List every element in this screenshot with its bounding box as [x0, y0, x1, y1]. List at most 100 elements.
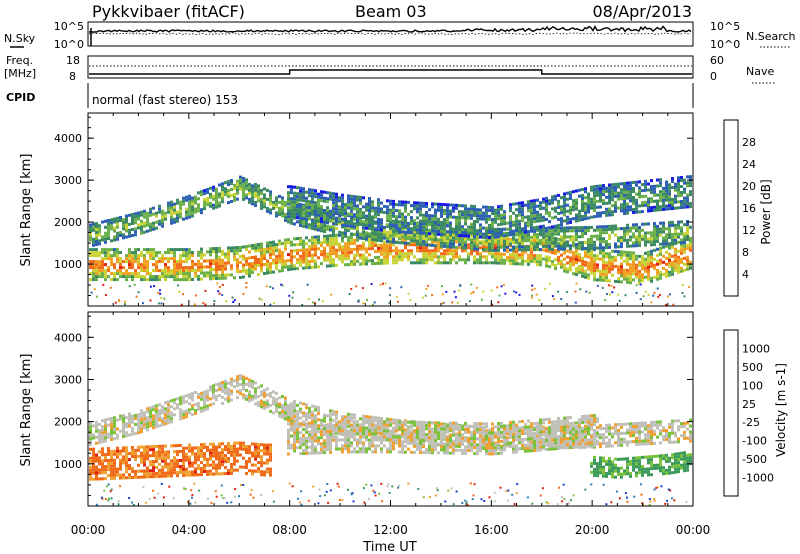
- heatmap-cell: [599, 214, 602, 218]
- heatmap-cell: [128, 272, 131, 276]
- heatmap-cell: [173, 459, 176, 463]
- heatmap-cell: [344, 263, 347, 267]
- heatmap-cell: [635, 291, 638, 294]
- heatmap-cell: [584, 214, 587, 218]
- heatmap-cell: [323, 246, 326, 250]
- heatmap-cell: [596, 199, 599, 203]
- heatmap-cell: [500, 207, 503, 211]
- heatmap-cell: [170, 420, 173, 424]
- heatmap-cell: [179, 269, 182, 273]
- heatmap-cell: [305, 263, 308, 267]
- heatmap-cell: [632, 181, 635, 184]
- heatmap-cell: [512, 223, 515, 227]
- heatmap-cell: [266, 268, 269, 272]
- heatmap-cell: [404, 200, 407, 204]
- heatmap-cell: [464, 228, 467, 232]
- heatmap-cell: [581, 229, 584, 233]
- heatmap-cell: [161, 209, 164, 213]
- heatmap-cell: [299, 206, 302, 209]
- heatmap-cell: [377, 198, 380, 202]
- heatmap-cell: [113, 220, 116, 224]
- heatmap-cell: [614, 224, 617, 228]
- heatmap-cell: [206, 197, 209, 200]
- heatmap-cell: [500, 204, 503, 208]
- heatmap-cell: [536, 198, 539, 202]
- heatmap-cell: [371, 262, 374, 266]
- heatmap-cell: [182, 455, 185, 459]
- heatmap-cell: [521, 242, 524, 246]
- heatmap-cell: [143, 260, 146, 264]
- heatmap-cell: [425, 222, 428, 226]
- heatmap-cell: [427, 284, 430, 287]
- heatmap-cell: [185, 266, 188, 270]
- heatmap-cell: [497, 248, 500, 252]
- heatmap-cell: [680, 220, 683, 224]
- heatmap-cell: [110, 438, 113, 441]
- heatmap-cell: [458, 225, 461, 229]
- heatmap-cell: [464, 246, 467, 250]
- heatmap-cell: [599, 257, 602, 261]
- heatmap-cell: [527, 218, 530, 222]
- heatmap-cell: [348, 293, 351, 295]
- heatmap-cell: [287, 202, 290, 206]
- heatmap-cell: [224, 261, 227, 265]
- heatmap-cell: [413, 207, 416, 211]
- heatmap-cell: [422, 243, 425, 247]
- heatmap-cell: [89, 459, 92, 463]
- heatmap-cell: [185, 278, 188, 282]
- heatmap-cell: [506, 231, 509, 235]
- heatmap-cell: [95, 234, 98, 237]
- heatmap-cell: [677, 185, 680, 189]
- heatmap-cell: [443, 240, 446, 244]
- heatmap-cell: [143, 457, 146, 461]
- heatmap-cell: [212, 247, 215, 251]
- heatmap-cell: [164, 474, 167, 478]
- heatmap-cell: [133, 283, 136, 286]
- heatmap-cell: [500, 258, 503, 262]
- heatmap-cell: [110, 476, 113, 480]
- heatmap-cell: [593, 254, 596, 258]
- colorbar-tick-label: 24: [742, 158, 756, 171]
- heatmap-cell: [269, 250, 272, 254]
- heatmap-cell: [422, 252, 425, 256]
- heatmap-cell: [167, 415, 170, 419]
- heatmap-cell: [254, 396, 257, 400]
- heatmap-cell: [185, 257, 188, 261]
- heatmap-cell: [191, 202, 194, 206]
- heatmap-cell: [629, 184, 632, 188]
- heatmap-cell: [515, 220, 518, 224]
- heatmap-cell: [290, 218, 293, 222]
- heatmap-cell: [125, 467, 128, 471]
- heatmap-cell: [347, 200, 350, 204]
- heatmap-cell: [581, 200, 584, 203]
- heatmap-cell: [443, 244, 446, 248]
- heatmap-cell: [122, 432, 125, 435]
- heatmap-cell: [401, 249, 404, 253]
- heatmap-cell: [296, 243, 299, 247]
- heatmap-cell: [458, 222, 461, 226]
- heatmap-cell: [233, 198, 236, 202]
- heatmap-cell: [656, 236, 659, 240]
- heatmap-cell: [167, 210, 170, 214]
- heatmap-cell: [482, 248, 485, 252]
- heatmap-cell: [215, 398, 218, 402]
- heatmap-cell: [422, 213, 425, 217]
- heatmap-cell: [599, 187, 602, 191]
- heatmap-cell: [629, 199, 632, 203]
- heatmap-cell: [197, 268, 200, 272]
- heatmap-cell: [629, 205, 632, 209]
- freq-traces: [89, 65, 692, 75]
- heatmap-cell: [533, 211, 536, 215]
- heatmap-cell: [230, 392, 233, 396]
- heatmap-cell: [107, 417, 110, 421]
- heatmap-cell: [473, 229, 476, 232]
- heatmap-cell: [689, 205, 692, 209]
- heatmap-cell: [131, 417, 134, 421]
- heatmap-cell: [305, 214, 308, 218]
- heatmap-cell: [122, 275, 125, 279]
- heatmap-cell: [422, 234, 425, 238]
- heatmap-cell: [587, 276, 590, 280]
- heatmap-cell: [686, 184, 689, 188]
- heatmap-cell: [292, 291, 295, 294]
- heatmap-cell: [146, 217, 149, 221]
